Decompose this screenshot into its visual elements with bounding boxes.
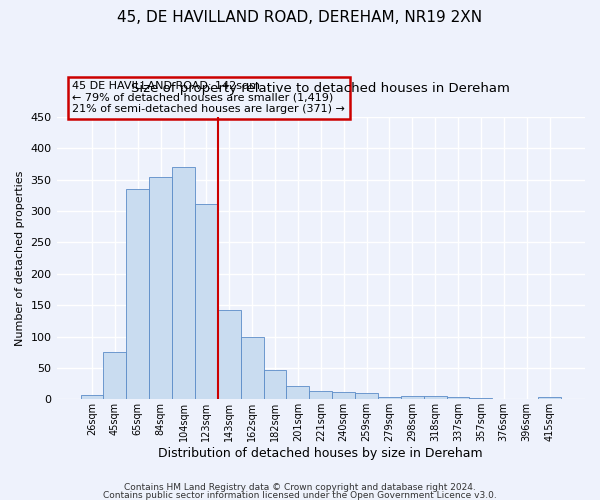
Bar — [493, 398, 515, 400]
Bar — [538, 398, 561, 400]
Bar — [195, 204, 218, 400]
Bar — [446, 397, 469, 400]
Bar — [241, 337, 263, 400]
Bar — [103, 352, 127, 400]
Bar — [172, 167, 195, 400]
Bar — [424, 396, 446, 400]
Bar — [332, 392, 355, 400]
Bar — [80, 395, 103, 400]
Title: Size of property relative to detached houses in Dereham: Size of property relative to detached ho… — [131, 82, 510, 95]
Y-axis label: Number of detached properties: Number of detached properties — [15, 170, 25, 346]
Bar — [310, 390, 332, 400]
Bar — [355, 393, 378, 400]
Text: Contains public sector information licensed under the Open Government Licence v3: Contains public sector information licen… — [103, 490, 497, 500]
Bar — [469, 398, 493, 400]
Bar — [286, 386, 310, 400]
Text: 45, DE HAVILLAND ROAD, DEREHAM, NR19 2XN: 45, DE HAVILLAND ROAD, DEREHAM, NR19 2XN — [118, 10, 482, 25]
X-axis label: Distribution of detached houses by size in Dereham: Distribution of detached houses by size … — [158, 447, 483, 460]
Bar — [149, 176, 172, 400]
Text: 45 DE HAVILLAND ROAD: 142sqm
← 79% of detached houses are smaller (1,419)
21% of: 45 DE HAVILLAND ROAD: 142sqm ← 79% of de… — [73, 81, 345, 114]
Bar — [401, 396, 424, 400]
Bar — [263, 370, 286, 400]
Bar — [378, 397, 401, 400]
Bar — [127, 189, 149, 400]
Text: Contains HM Land Registry data © Crown copyright and database right 2024.: Contains HM Land Registry data © Crown c… — [124, 484, 476, 492]
Bar — [218, 310, 241, 400]
